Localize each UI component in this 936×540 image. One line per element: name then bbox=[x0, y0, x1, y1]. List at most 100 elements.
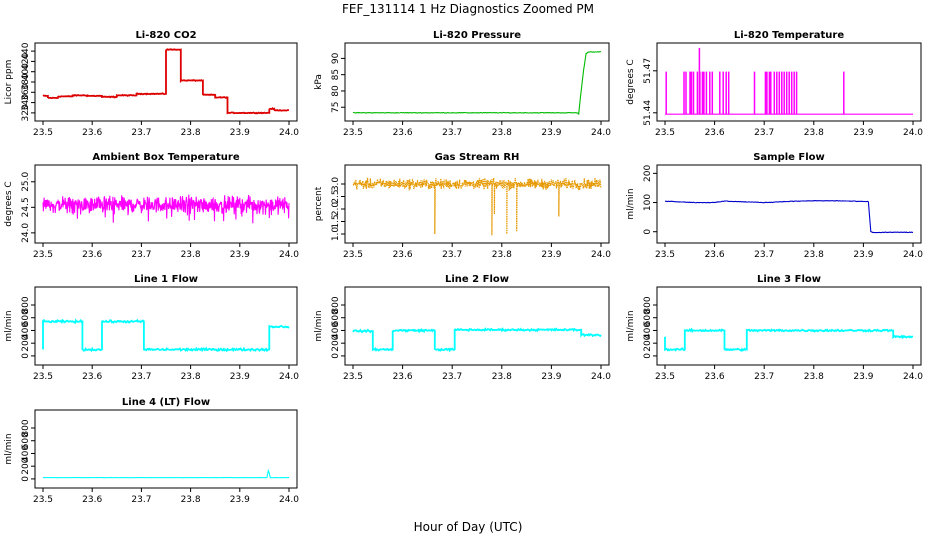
y-tick-label: 2.5 bbox=[331, 189, 341, 203]
y-tick-label: 2.0 bbox=[331, 202, 341, 217]
y-tick-label: 400 bbox=[21, 63, 31, 80]
x-tick-label: 24.0 bbox=[903, 128, 923, 138]
x-tick-label: 24.0 bbox=[591, 372, 611, 382]
panel-0: Li-820 CO2 23.5 23.6 23.7 23.8 23.9 24.0 320340… bbox=[4, 30, 299, 138]
x-tick-label: 23.6 bbox=[705, 372, 725, 382]
x-tick-label: 23.8 bbox=[492, 250, 512, 260]
x-tick-label: 23.7 bbox=[131, 495, 151, 505]
y-tick-label: 400 bbox=[21, 445, 31, 462]
plot-frame bbox=[656, 286, 922, 366]
x-tick-label: 23.5 bbox=[33, 495, 53, 505]
x-tick-label: 23.9 bbox=[230, 128, 250, 138]
y-tick-label: 3.0 bbox=[331, 177, 341, 192]
panel-title: Sample Flow bbox=[753, 152, 825, 163]
x-tick-label: 23.5 bbox=[655, 250, 675, 260]
y-tick-label: 80 bbox=[331, 85, 341, 97]
y-tick-label: 90 bbox=[331, 52, 341, 64]
x-tick-label: 24.0 bbox=[279, 495, 299, 505]
y-axis-label: ml/min bbox=[314, 310, 324, 341]
series-line bbox=[664, 327, 914, 352]
series-line bbox=[42, 318, 290, 353]
panel-6: Line 1 Flow 23.5 23.6 23.7 23.8 23.9 24.0 0 2004… bbox=[4, 274, 299, 382]
y-tick-label: 24.5 bbox=[21, 197, 31, 217]
series-line bbox=[352, 177, 602, 236]
x-tick-label: 23.6 bbox=[393, 128, 413, 138]
y-tick-label: 420 bbox=[21, 53, 31, 70]
y-tick-label: 400 bbox=[331, 322, 341, 339]
x-tick-label: 23.9 bbox=[541, 250, 561, 260]
x-tick-label: 24.0 bbox=[279, 250, 299, 260]
panel-1: Li-820 Pressure 23.5 23.6 23.7 23.8 23.9 24.0 7… bbox=[314, 30, 611, 138]
figure-x-axis-label: Hour of Day (UTC) bbox=[414, 520, 523, 534]
x-tick-label: 23.7 bbox=[131, 372, 151, 382]
x-tick-label: 23.7 bbox=[442, 372, 462, 382]
panel-4: Gas Stream RH 23.5 23.6 23.7 23.8 23.9 24.0 1.0… bbox=[314, 152, 611, 260]
y-axis-label: ml/min bbox=[4, 310, 14, 341]
y-axis-label: degrees C bbox=[4, 181, 14, 226]
x-tick-label: 23.5 bbox=[655, 372, 675, 382]
y-tick-label: 200 bbox=[643, 165, 653, 182]
x-tick-label: 23.6 bbox=[82, 372, 102, 382]
series-line bbox=[42, 48, 290, 115]
x-tick-label: 23.8 bbox=[804, 372, 824, 382]
panel-title: Li-820 CO2 bbox=[135, 30, 196, 41]
panel-title: Li-820 Temperature bbox=[734, 30, 844, 41]
series-line bbox=[665, 47, 913, 115]
y-axis-label: ml/min bbox=[626, 310, 636, 341]
y-tick-label: 200 bbox=[21, 457, 31, 474]
y-tick-label: 800 bbox=[643, 296, 653, 313]
panel-7: Line 2 Flow 23.5 23.6 23.7 23.8 23.9 24.0 0 2004… bbox=[314, 274, 611, 382]
y-tick-label: 24.0 bbox=[21, 223, 31, 243]
y-tick-label: 85 bbox=[331, 69, 341, 80]
figure-title: FEF_131114 1 Hz Diagnostics Zoomed PM bbox=[342, 2, 594, 16]
x-tick-label: 24.0 bbox=[279, 128, 299, 138]
panel-2: Li-820 Temperature 23.5 23.6 23.7 23.8 23.9 24… bbox=[626, 30, 923, 138]
x-tick-label: 23.9 bbox=[853, 250, 873, 260]
x-tick-label: 23.6 bbox=[82, 495, 102, 505]
y-tick-label: 75 bbox=[331, 102, 341, 113]
plot-frame bbox=[34, 164, 298, 244]
x-tick-label: 23.6 bbox=[393, 372, 413, 382]
panel-title: Line 3 Flow bbox=[757, 274, 821, 285]
plot-frame bbox=[656, 164, 922, 244]
y-tick-label: 0 bbox=[21, 476, 31, 482]
x-tick-label: 23.7 bbox=[442, 250, 462, 260]
panel-title: Line 2 Flow bbox=[445, 274, 509, 285]
x-tick-label: 23.6 bbox=[705, 250, 725, 260]
plot-frame bbox=[344, 42, 610, 122]
panel-8: Line 3 Flow 23.5 23.6 23.7 23.8 23.9 24.0 0 2004… bbox=[626, 274, 923, 382]
y-tick-label: 600 bbox=[643, 309, 653, 326]
plot-frame bbox=[34, 286, 298, 366]
x-tick-label: 23.8 bbox=[804, 250, 824, 260]
y-tick-label: 360 bbox=[21, 83, 31, 100]
y-tick-label: 100 bbox=[643, 194, 653, 211]
plot-frame bbox=[344, 164, 610, 244]
x-tick-label: 23.7 bbox=[754, 128, 774, 138]
x-tick-label: 24.0 bbox=[279, 372, 299, 382]
y-tick-label: 600 bbox=[21, 432, 31, 449]
series-line bbox=[42, 468, 290, 479]
y-tick-label: 800 bbox=[21, 296, 31, 313]
panel-3: Ambient Box Temperature 23.5 23.6 23.7 23.8 2… bbox=[4, 152, 299, 260]
x-tick-label: 24.0 bbox=[591, 128, 611, 138]
y-axis-label: kPa bbox=[314, 74, 324, 90]
y-tick-label: 0 bbox=[643, 229, 653, 235]
x-tick-label: 23.7 bbox=[754, 372, 774, 382]
x-tick-label: 23.5 bbox=[33, 250, 53, 260]
x-tick-label: 23.5 bbox=[343, 250, 363, 260]
series-line bbox=[352, 51, 602, 116]
y-tick-label: 800 bbox=[331, 296, 341, 313]
y-tick-label: 25.0 bbox=[21, 171, 31, 191]
series-line bbox=[352, 327, 602, 353]
x-tick-label: 23.8 bbox=[492, 372, 512, 382]
panel-title: Li-820 Pressure bbox=[433, 30, 521, 41]
y-axis-label: ml/min bbox=[4, 433, 14, 464]
x-tick-label: 23.8 bbox=[181, 372, 201, 382]
y-tick-label: 320 bbox=[21, 104, 31, 121]
y-tick-label: 0 bbox=[21, 353, 31, 359]
y-tick-label: 400 bbox=[643, 322, 653, 339]
y-tick-label: 0 bbox=[643, 353, 653, 359]
x-tick-label: 24.0 bbox=[903, 250, 923, 260]
y-axis-label: Licor ppm bbox=[4, 60, 14, 105]
